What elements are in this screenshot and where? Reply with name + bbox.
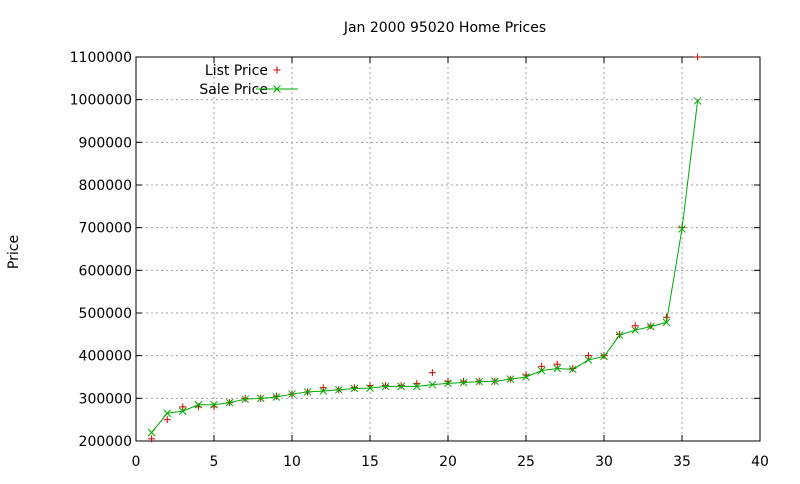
sale-price-point: [319, 387, 328, 395]
sale-price-point: [397, 382, 406, 391]
list-price-point: [600, 352, 608, 360]
sale-price-point: [444, 379, 452, 388]
y-tick-label: 1100000: [70, 50, 132, 66]
sale-price-point: [241, 395, 250, 404]
sale-price-point: [584, 356, 593, 364]
sale-price-point: [459, 378, 468, 387]
sale-price-point: [428, 380, 437, 389]
x-tick-label: 5: [210, 454, 219, 470]
sale-price-point: [147, 428, 156, 437]
legend-label: List Price: [205, 63, 268, 79]
axis-ticks: 0 5 10 15 20 25 30 35 40 200000 300000 400000 500000…: [70, 50, 769, 470]
sale-price-point: [678, 225, 686, 233]
sale-price-point: [303, 388, 312, 396]
sale-price-point: [646, 322, 655, 331]
sale-price-point: [537, 366, 546, 375]
sale-price-point: [615, 331, 624, 340]
grid-lines: [136, 57, 760, 441]
sale-price-point: [210, 400, 218, 409]
series-layer: [147, 53, 702, 443]
sale-price-point: [475, 377, 484, 386]
list-price-point: [553, 360, 561, 368]
x-tick-label: 10: [283, 454, 301, 470]
legend: List Price Sale Price: [199, 63, 298, 98]
list-price-point: [631, 322, 639, 330]
sale-price-point: [522, 373, 530, 381]
sale-price-point: [412, 382, 421, 391]
legend-marker: [273, 85, 281, 93]
list-price-point: [350, 384, 358, 392]
y-tick-label: 700000: [79, 221, 132, 237]
x-tick-label: 35: [673, 454, 691, 470]
list-price-point: [241, 394, 249, 402]
list-price-point: [148, 435, 156, 443]
list-price-point: [584, 352, 592, 360]
x-tick-label: 15: [361, 454, 379, 470]
list-price-point: [179, 403, 187, 411]
sale-price-point: [506, 375, 515, 383]
sale-price-point: [381, 382, 390, 391]
legend-marker: [273, 66, 281, 74]
list-price-point: [538, 362, 546, 370]
sale-price-point: [350, 384, 359, 393]
list-price-point: [163, 416, 171, 424]
sale-price-point: [288, 390, 296, 398]
sale-price-point: [334, 385, 343, 394]
sale-price-point: [693, 97, 702, 105]
list-price-point: [694, 53, 702, 61]
sale-price-point: [490, 377, 499, 386]
x-tick-label: 30: [595, 454, 613, 470]
y-tick-label: 500000: [79, 306, 132, 322]
y-tick-label: 900000: [79, 135, 132, 151]
y-tick-label: 1000000: [70, 93, 132, 109]
y-tick-label: 200000: [79, 434, 132, 450]
sale-price-line: [151, 100, 699, 433]
x-tick-label: 20: [439, 454, 457, 470]
sale-price-point: [225, 398, 234, 407]
sale-price-point: [194, 400, 203, 409]
sale-price-point: [272, 393, 281, 401]
sale-price-point: [366, 384, 374, 392]
list-price-point: [397, 382, 405, 390]
chart-title: Jan 2000 95020 Home Prices: [343, 20, 546, 36]
y-tick-label: 800000: [79, 178, 132, 194]
sale-price-point: [568, 365, 577, 374]
sale-price-point: [178, 407, 187, 415]
y-axis-label: Price: [6, 235, 22, 269]
x-tick-label: 25: [517, 454, 535, 470]
sale-price-point: [662, 318, 671, 327]
legend-label: Sale Price: [199, 82, 268, 98]
list-price-point: [428, 369, 436, 377]
sale-price-point: [600, 352, 608, 361]
list-price-point: [382, 382, 390, 390]
y-tick-label: 400000: [79, 349, 132, 365]
list-price-point: [319, 384, 327, 392]
sale-price-point: [163, 409, 172, 418]
sale-price-point: [256, 394, 265, 403]
y-tick-label: 300000: [79, 391, 132, 407]
sale-price-point: [631, 326, 640, 334]
sale-price-point: [553, 364, 562, 373]
x-tick-label: 0: [132, 454, 141, 470]
list-price-point: [460, 377, 468, 385]
list-price-point: [569, 364, 577, 372]
y-tick-label: 600000: [79, 263, 132, 279]
x-tick-label: 40: [751, 454, 769, 470]
